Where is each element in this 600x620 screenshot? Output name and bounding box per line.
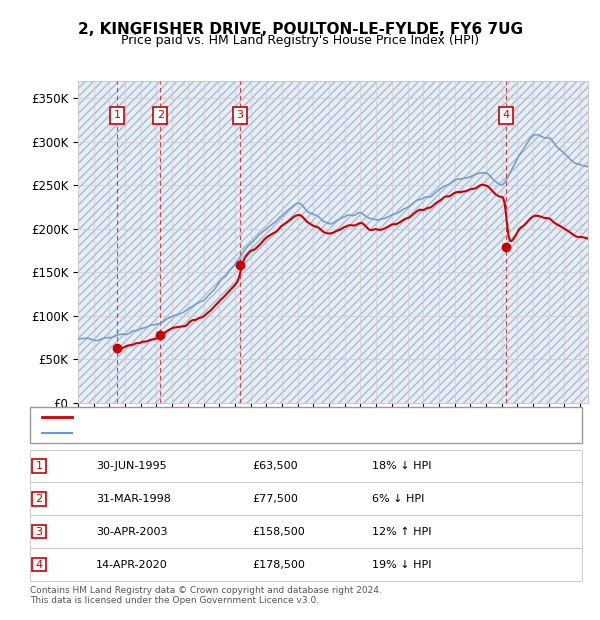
Text: 18% ↓ HPI: 18% ↓ HPI: [372, 461, 431, 471]
Text: Price paid vs. HM Land Registry's House Price Index (HPI): Price paid vs. HM Land Registry's House …: [121, 34, 479, 47]
Text: £63,500: £63,500: [252, 461, 298, 471]
Text: 1: 1: [35, 461, 43, 471]
Text: 3: 3: [35, 526, 43, 537]
Text: HPI: Average price, detached house, Wyre: HPI: Average price, detached house, Wyre: [78, 428, 298, 438]
Text: 30-APR-2003: 30-APR-2003: [96, 526, 167, 537]
Text: 2: 2: [35, 494, 43, 504]
Text: 4: 4: [35, 559, 43, 570]
Text: 14-APR-2020: 14-APR-2020: [96, 559, 168, 570]
Text: 2, KINGFISHER DRIVE, POULTON-LE-FYLDE, FY6 7UG: 2, KINGFISHER DRIVE, POULTON-LE-FYLDE, F…: [77, 22, 523, 37]
Text: 2, KINGFISHER DRIVE, POULTON-LE-FYLDE, FY6 7UG (detached house): 2, KINGFISHER DRIVE, POULTON-LE-FYLDE, F…: [78, 412, 442, 422]
Text: 1: 1: [114, 110, 121, 120]
Text: £77,500: £77,500: [252, 494, 298, 504]
Text: Contains HM Land Registry data © Crown copyright and database right 2024.
This d: Contains HM Land Registry data © Crown c…: [30, 586, 382, 605]
Text: 30-JUN-1995: 30-JUN-1995: [96, 461, 167, 471]
Text: 31-MAR-1998: 31-MAR-1998: [96, 494, 171, 504]
Text: £158,500: £158,500: [252, 526, 305, 537]
Text: 2: 2: [157, 110, 164, 120]
Text: £178,500: £178,500: [252, 559, 305, 570]
Text: 4: 4: [503, 110, 510, 120]
Text: 3: 3: [236, 110, 244, 120]
Text: 6% ↓ HPI: 6% ↓ HPI: [372, 494, 424, 504]
Text: 19% ↓ HPI: 19% ↓ HPI: [372, 559, 431, 570]
Text: 12% ↑ HPI: 12% ↑ HPI: [372, 526, 431, 537]
